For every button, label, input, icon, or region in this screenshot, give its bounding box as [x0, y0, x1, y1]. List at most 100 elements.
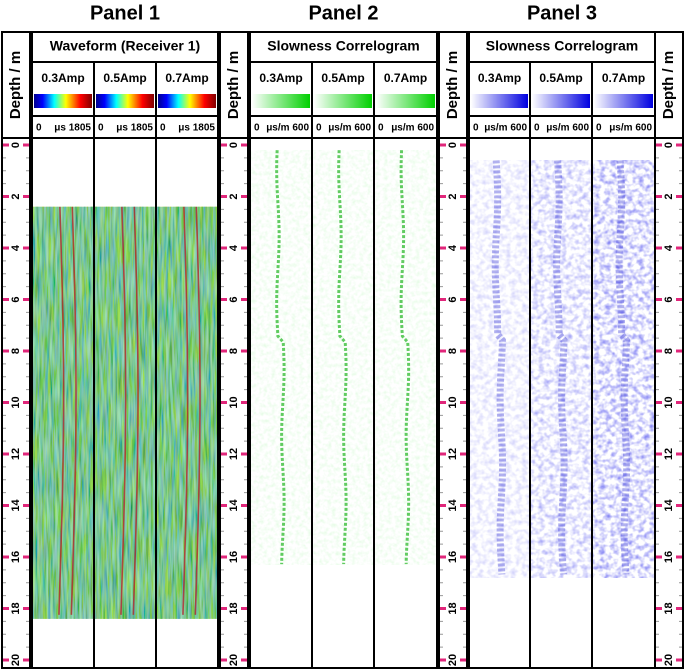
panel-frame	[468, 31, 656, 669]
scale-min: 0	[596, 123, 602, 134]
axis-label: Depth / m	[7, 51, 24, 119]
depth-tick-label: 8	[447, 348, 459, 354]
colorbar	[471, 94, 528, 108]
scale-max: μs 1805	[178, 123, 215, 134]
depth-tick-label: 12	[663, 448, 675, 460]
slowness-trend	[337, 150, 348, 565]
depth-tick-label: 16	[228, 551, 240, 563]
depth-tick-label: 8	[663, 348, 675, 354]
depth-tick-label: 12	[228, 448, 240, 460]
depth-tick-label: 4	[447, 244, 459, 251]
depth-tick-label: 14	[228, 499, 240, 512]
track-label: 0.5Amp	[321, 71, 364, 85]
depth-tick-label: 4	[228, 244, 240, 251]
track-label: 0.7Amp	[384, 71, 427, 85]
depth-tick-label: 14	[663, 499, 675, 512]
axis-frame	[1, 31, 31, 669]
track-label: 0.5Amp	[103, 71, 146, 85]
axis-label: Depth / m	[660, 51, 677, 119]
axis-frame	[438, 31, 468, 669]
depth-tick-label: 0	[663, 142, 675, 148]
correlogram-image	[593, 160, 654, 578]
depth-tick-label: 18	[447, 602, 459, 614]
depth-tick-label: 0	[228, 142, 240, 148]
scale-max: μs/m 600	[391, 123, 434, 134]
scale-max: μs/m 600	[328, 123, 371, 134]
slowness-trend	[399, 150, 411, 565]
depth-tick-label: 18	[228, 602, 240, 614]
depth-tick-label: 2	[228, 193, 240, 199]
depth-tick-label: 20	[447, 654, 459, 666]
colorbar	[532, 94, 590, 108]
waveform-arrival	[58, 206, 65, 615]
depth-tick-label: 2	[663, 193, 675, 199]
colorbar	[376, 94, 435, 108]
correlogram-image	[251, 150, 311, 565]
scale-max: μs 1805	[54, 123, 91, 134]
correlogram-image	[313, 150, 373, 565]
depth-tick-label: 6	[663, 296, 675, 302]
axis-label: Depth / m	[444, 51, 461, 119]
scale-min: 0	[254, 123, 260, 134]
scale-min: 0	[534, 123, 540, 134]
scale-max: μs/m 600	[609, 123, 652, 134]
depth-tick-label: 2	[10, 193, 22, 199]
correlogram-image	[375, 150, 436, 565]
depth-tick-label: 2	[447, 193, 459, 199]
correlogram-image	[470, 160, 529, 578]
depth-tick-label: 10	[663, 396, 675, 408]
scale-max: μs/m 600	[484, 123, 527, 134]
slowness-trend	[615, 160, 631, 575]
depth-tick-label: 10	[228, 396, 240, 408]
panel-title: Panel 1	[90, 2, 160, 24]
scale-max: μs 1805	[116, 123, 153, 134]
waveform-arrival	[132, 206, 139, 615]
axis-frame	[219, 31, 249, 669]
depth-tick-label: 16	[10, 551, 22, 563]
scale-min: 0	[473, 123, 479, 134]
waveform-arrival	[120, 206, 127, 615]
panel-frame	[31, 31, 219, 669]
depth-tick-label: 8	[228, 348, 240, 354]
depth-tick-label: 0	[10, 142, 22, 148]
scale-max: μs/m 600	[546, 123, 589, 134]
depth-tick-label: 12	[447, 448, 459, 460]
panel-header: Slowness Correlogram	[486, 38, 639, 54]
track-label: 0.7Amp	[165, 71, 208, 85]
slowness-trend	[553, 160, 568, 575]
panel-header: Slowness Correlogram	[267, 38, 420, 54]
waveform-arrival	[182, 206, 189, 615]
track-label: 0.3Amp	[259, 71, 302, 85]
colorbar	[158, 94, 216, 108]
colorbar	[34, 94, 92, 108]
depth-tick-label: 20	[228, 654, 240, 666]
correlogram-image	[531, 160, 591, 578]
track-label: 0.3Amp	[478, 71, 521, 85]
scale-min: 0	[316, 123, 322, 134]
colorbar	[96, 94, 154, 108]
slowness-trend	[491, 160, 507, 575]
depth-tick-label: 4	[10, 244, 22, 251]
depth-tick-label: 14	[10, 499, 22, 512]
slowness-trend	[275, 150, 286, 565]
scale-min: 0	[378, 123, 384, 134]
depth-tick-label: 18	[10, 602, 22, 614]
scale-min: 0	[160, 123, 166, 134]
depth-tick-label: 20	[663, 654, 675, 666]
depth-tick-label: 6	[228, 296, 240, 302]
depth-tick-label: 20	[10, 654, 22, 666]
depth-tick-label: 16	[663, 551, 675, 563]
panel-frame	[249, 31, 438, 669]
waveform-arrival	[70, 206, 77, 615]
scale-max: μs/m 600	[266, 123, 309, 134]
scale-min: 0	[36, 123, 42, 134]
depth-tick-label: 18	[663, 602, 675, 614]
depth-tick-label: 12	[10, 448, 22, 460]
waveform-arrival	[194, 206, 201, 615]
depth-tick-label: 4	[663, 244, 675, 251]
panel-title: Panel 2	[308, 2, 378, 24]
depth-tick-label: 14	[447, 499, 459, 512]
depth-tick-label: 10	[10, 396, 22, 408]
depth-tick-label: 6	[447, 296, 459, 302]
